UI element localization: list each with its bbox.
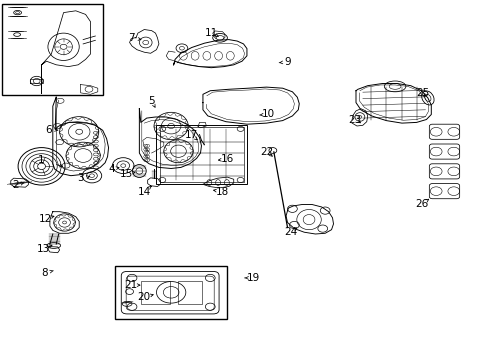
- Text: 23: 23: [347, 114, 361, 125]
- Text: 2: 2: [12, 180, 19, 190]
- Text: 14: 14: [137, 186, 151, 197]
- Text: 15: 15: [119, 168, 133, 179]
- Text: 13: 13: [36, 244, 50, 254]
- Bar: [160, 127, 243, 182]
- Text: 1: 1: [38, 155, 45, 165]
- Bar: [2, 4, 102, 95]
- Text: 26: 26: [414, 199, 427, 210]
- Text: 16: 16: [220, 154, 234, 164]
- Text: 5: 5: [148, 96, 155, 106]
- Text: 10: 10: [261, 109, 274, 120]
- Text: 21: 21: [124, 280, 138, 290]
- Bar: [156, 125, 246, 184]
- Text: 6: 6: [45, 125, 52, 135]
- Text: 17: 17: [184, 130, 198, 140]
- Text: 7: 7: [127, 33, 134, 43]
- Bar: [115, 266, 227, 319]
- Text: 11: 11: [204, 28, 218, 38]
- Text: 24: 24: [284, 227, 297, 237]
- Text: 9: 9: [284, 57, 290, 67]
- Bar: [178, 281, 202, 304]
- Text: 19: 19: [246, 273, 260, 283]
- Bar: [141, 281, 170, 304]
- Text: 8: 8: [41, 268, 48, 278]
- Text: 22: 22: [259, 147, 273, 157]
- Text: 25: 25: [415, 88, 429, 98]
- Text: 20: 20: [138, 292, 150, 302]
- Text: 3: 3: [77, 173, 84, 183]
- Text: 12: 12: [38, 214, 52, 224]
- Text: 4: 4: [108, 164, 115, 174]
- Text: 18: 18: [215, 186, 229, 197]
